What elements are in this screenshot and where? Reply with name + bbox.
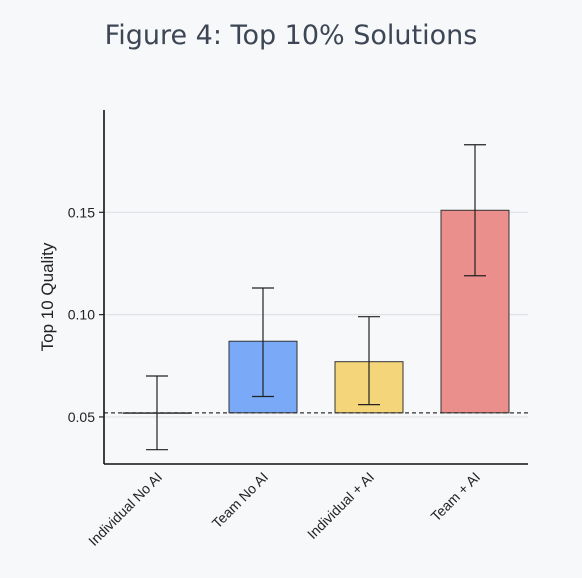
- y-axis-label: Top 10 Quality: [38, 242, 57, 351]
- y-tick-label: 0.15: [68, 204, 95, 220]
- y-ticks: 0.05 0.10 0.15: [68, 204, 104, 425]
- x-tick-labels: Individual No AI Team No AI Individual + A…: [85, 469, 483, 549]
- x-tick-label: Individual No AI: [85, 469, 165, 549]
- x-tick-label: Team No AI: [209, 469, 271, 531]
- y-tick-label: 0.10: [68, 307, 95, 323]
- x-tick-label: Team + AI: [428, 469, 484, 525]
- error-bars: [146, 144, 486, 451]
- x-tick-label: Individual + AI: [304, 469, 377, 542]
- chart-title: Figure 4: Top 10% Solutions: [104, 20, 478, 51]
- bars: [122, 209, 510, 414]
- y-tick-label: 0.05: [68, 409, 95, 425]
